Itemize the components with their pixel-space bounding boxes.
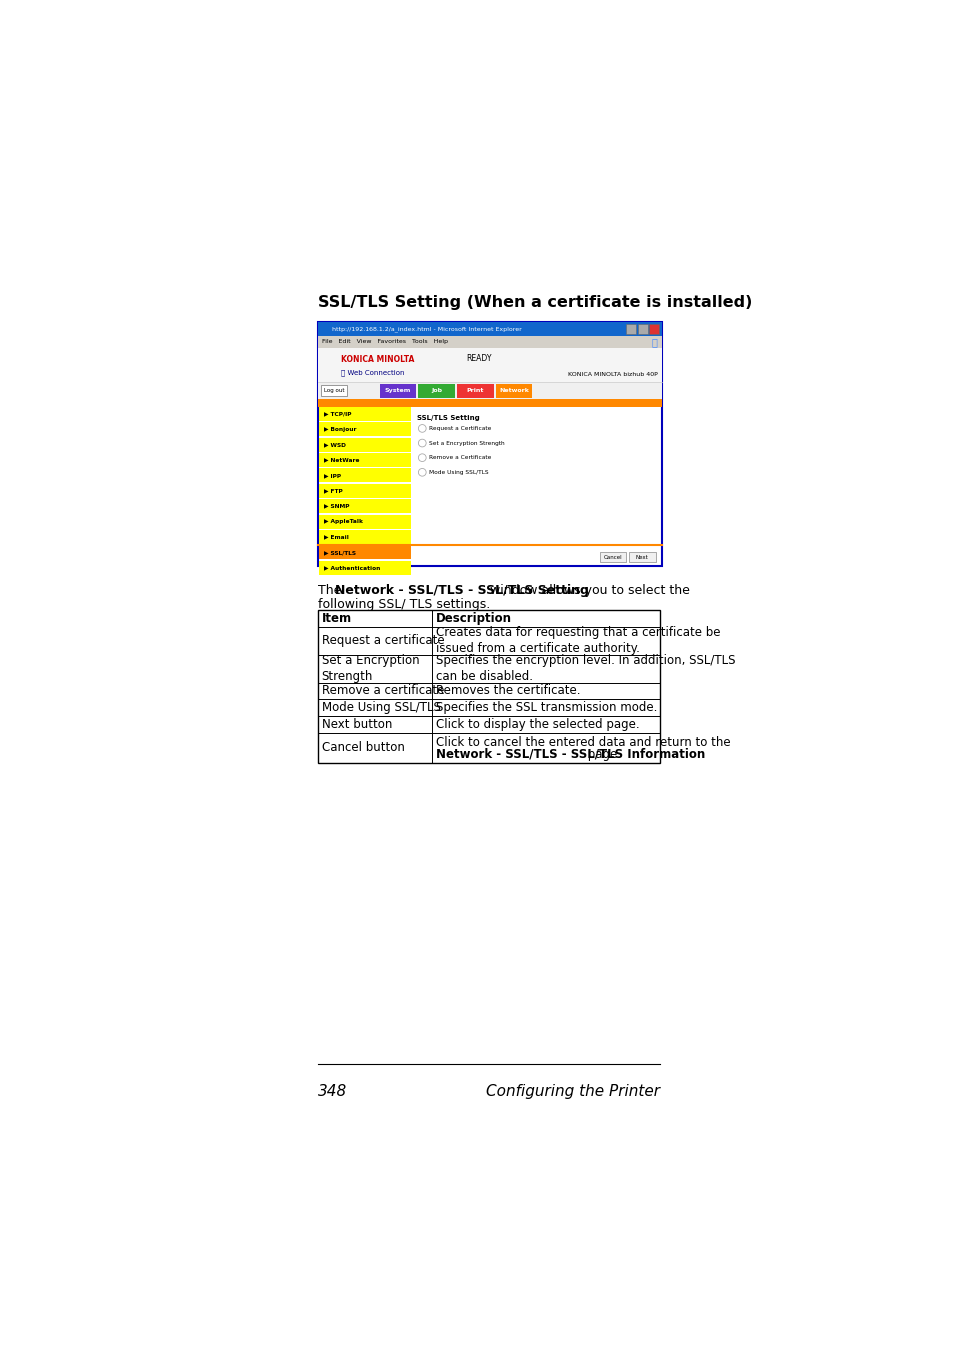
Text: ▶ AppleTalk: ▶ AppleTalk [323,520,362,524]
Text: READY: READY [466,354,492,363]
Text: Next: Next [636,555,648,559]
Text: Configuring the Printer: Configuring the Printer [486,1084,659,1099]
Bar [599,552,625,562]
Bar [629,552,655,562]
Text: Print: Print [466,389,483,393]
Text: 📄 Web Connection: 📄 Web Connection [340,370,404,377]
Text: ▶ SSL/TLS: ▶ SSL/TLS [323,549,355,555]
Text: Click to display the selected page.: Click to display the selected page. [436,718,639,732]
Bar [319,531,410,544]
Bar [320,385,347,396]
Text: ▶ Email: ▶ Email [323,535,349,540]
Text: Cancel: Cancel [603,555,621,559]
Bar [496,383,532,398]
Text: ▶ Bonjour: ▶ Bonjour [323,427,356,432]
Text: ▶ TCP/IP: ▶ TCP/IP [323,412,351,416]
Text: Click to cancel the entered data and return to the: Click to cancel the entered data and ret… [436,736,730,749]
Text: SSL/TLS Setting (When a certificate is installed): SSL/TLS Setting (When a certificate is i… [317,294,751,310]
Text: Next button: Next button [321,718,392,732]
Text: Removes the certificate.: Removes the certificate. [436,684,580,698]
Bar [317,610,659,763]
Bar [637,324,647,335]
Text: Mode Using SSL/TLS: Mode Using SSL/TLS [429,470,488,475]
Text: KONICA MINOLTA: KONICA MINOLTA [340,355,414,363]
Bar [319,423,410,436]
Text: File   Edit   View   Favorites   Tools   Help: File Edit View Favorites Tools Help [321,339,447,344]
Text: Item: Item [321,612,352,625]
Text: ▶ SNMP: ▶ SNMP [323,504,349,509]
Text: ▶ IPP: ▶ IPP [323,472,340,478]
Text: Cancel button: Cancel button [321,741,404,755]
Text: Request a Certificate: Request a Certificate [429,425,491,431]
Bar [319,406,410,421]
Text: following SSL/ TLS settings.: following SSL/ TLS settings. [317,598,490,610]
Bar [317,347,661,382]
Bar [319,500,410,513]
Bar [319,514,410,528]
Text: System: System [384,389,411,393]
Bar [649,324,659,335]
Bar [319,468,410,482]
Text: Set a Encryption Strength: Set a Encryption Strength [429,440,504,446]
Text: Request a certificate: Request a certificate [321,634,444,648]
Text: Remove a certificate: Remove a certificate [321,684,443,698]
Text: Specifies the encryption level. In addition, SSL/TLS
can be disabled.: Specifies the encryption level. In addit… [436,655,735,683]
Text: Mode Using SSL/TLS: Mode Using SSL/TLS [321,702,440,714]
Text: Description: Description [436,612,512,625]
Bar [317,336,661,347]
Bar [319,454,410,467]
Text: page.: page. [584,748,620,761]
Text: ▶ Authentication: ▶ Authentication [323,566,380,570]
Text: ▶ NetWare: ▶ NetWare [323,458,359,463]
Bar [317,382,661,400]
Bar [319,560,410,575]
Text: Job: Job [431,389,441,393]
Text: ▶ WSD: ▶ WSD [323,441,345,447]
Bar [319,545,410,559]
Text: KONICA MINOLTA bizhub 40P: KONICA MINOLTA bizhub 40P [568,373,658,377]
Text: 348: 348 [317,1084,347,1099]
Bar [379,383,416,398]
Text: Network - SSL/TLS - SSL/TLS Information: Network - SSL/TLS - SSL/TLS Information [436,748,704,761]
Text: Set a Encryption
Strength: Set a Encryption Strength [321,655,418,683]
Bar [456,383,493,398]
Text: Remove a Certificate: Remove a Certificate [429,455,491,460]
Bar [317,323,661,566]
Bar [317,400,661,406]
Text: ▶ FTP: ▶ FTP [323,489,342,493]
Text: Creates data for requesting that a certificate be
issued from a certificate auth: Creates data for requesting that a certi… [436,626,720,656]
Bar [319,437,410,451]
Bar [418,383,455,398]
Bar [317,323,661,336]
Text: The: The [317,585,345,597]
Text: Network: Network [498,389,529,393]
Text: window allows you to select the: window allows you to select the [485,585,689,597]
Text: Network - SSL/TLS - SSL/TLS Setting: Network - SSL/TLS - SSL/TLS Setting [335,585,588,597]
Text: Log out: Log out [323,389,344,393]
Text: Ⓦ: Ⓦ [651,336,658,347]
Text: http://192.168.1.2/a_index.html - Microsoft Internet Explorer: http://192.168.1.2/a_index.html - Micros… [332,327,520,332]
Bar [625,324,636,335]
Text: SSL/TLS Setting: SSL/TLS Setting [416,414,479,421]
Text: Specifies the SSL transmission mode.: Specifies the SSL transmission mode. [436,702,657,714]
Bar [319,483,410,498]
